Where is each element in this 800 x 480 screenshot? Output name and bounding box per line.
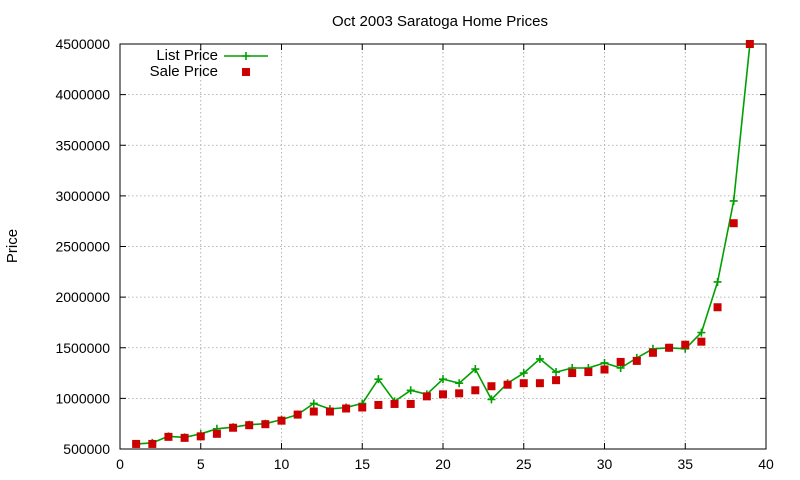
sale-price-point [745, 40, 754, 48]
sale-price-point [132, 439, 141, 448]
sale-price-point [439, 390, 447, 399]
sale-price-point [422, 392, 431, 401]
y-tick-label: 4000000 [55, 87, 110, 103]
x-tick-label: 10 [274, 456, 290, 472]
y-tick-label: 500000 [63, 441, 110, 457]
legend: List Price Sale Price [150, 47, 268, 80]
series-layer [132, 40, 754, 448]
sale-price-point [552, 376, 561, 385]
sale-price-point [309, 407, 318, 416]
y-tick-label: 4500000 [55, 36, 110, 52]
x-tick-label: 25 [516, 456, 532, 472]
sale-price-point [277, 416, 286, 425]
legend-marker-list-price [242, 52, 250, 60]
sale-price-point [261, 420, 270, 429]
sale-price-point [164, 432, 173, 441]
sale-price-point [374, 400, 383, 409]
list-price-point [697, 328, 706, 337]
sale-price-point [584, 368, 593, 377]
sale-price-point [697, 337, 706, 346]
list-price-point [519, 369, 528, 378]
sale-price-point [180, 433, 189, 442]
x-tick-label: 35 [677, 456, 693, 472]
sale-price-point [390, 399, 399, 408]
tick-labels: 0 5 10 15 20 25 30 35 40 500000 1000000 1500000 2000… [55, 36, 774, 472]
sale-price-point [648, 348, 657, 357]
sale-price-point [325, 407, 334, 416]
sale-price-point [600, 365, 609, 374]
sale-price-point [196, 432, 205, 441]
x-tick-label: 5 [197, 456, 205, 472]
sale-price-point [729, 219, 738, 228]
list-price-point [552, 368, 561, 377]
sale-price-point [632, 356, 641, 365]
sale-price-point [212, 429, 221, 438]
grid [120, 44, 766, 449]
x-tick-label: 0 [116, 456, 124, 472]
x-tick-label: 20 [435, 456, 451, 472]
chart-title: Oct 2003 Saratoga Home Prices [332, 13, 548, 30]
list-price-point [439, 375, 447, 384]
list-price-point [374, 375, 383, 384]
list-price-point [535, 354, 544, 363]
y-tick-label: 2500000 [55, 239, 110, 255]
sale-price-point [616, 357, 625, 366]
series-line-list-price [136, 43, 751, 445]
sale-price-point [713, 303, 722, 312]
y-tick-label: 2000000 [55, 289, 110, 305]
sale-price-point [293, 410, 302, 419]
legend-label-sale-price: Sale Price [150, 63, 218, 80]
sale-price-point [503, 380, 512, 389]
y-tick-label: 3500000 [55, 137, 110, 153]
sale-price-point [519, 379, 528, 388]
y-axis-label: Price [4, 229, 21, 263]
sale-price-point [342, 404, 351, 413]
sale-price-point [471, 386, 480, 395]
list-price-point [729, 196, 738, 205]
list-price-point [471, 365, 480, 374]
y-tick-label: 3000000 [55, 188, 110, 204]
sale-price-point [148, 439, 157, 448]
list-price-point [713, 277, 722, 286]
y-tick-label: 1500000 [55, 340, 110, 356]
sale-price-point [406, 399, 415, 408]
legend-marker-sale-price [242, 68, 250, 76]
legend-label-list-price: List Price [156, 47, 218, 64]
x-tick-label: 30 [597, 456, 613, 472]
x-tick-label: 15 [354, 456, 370, 472]
sale-price-point [487, 382, 496, 391]
sale-price-point [245, 421, 254, 430]
sale-price-point [665, 343, 674, 352]
sale-price-point [568, 369, 577, 378]
sale-price-point [229, 423, 238, 432]
y-tick-label: 1000000 [55, 390, 110, 406]
sale-price-point [455, 389, 464, 398]
list-price-point [487, 395, 496, 404]
sale-price-point [358, 403, 367, 412]
list-price-point [455, 379, 464, 388]
sale-price-point [535, 379, 544, 388]
ticks [119, 43, 767, 450]
x-tick-label: 40 [758, 456, 774, 472]
list-price-point [406, 386, 415, 395]
list-price-point [309, 399, 318, 408]
sale-price-point [681, 340, 690, 349]
